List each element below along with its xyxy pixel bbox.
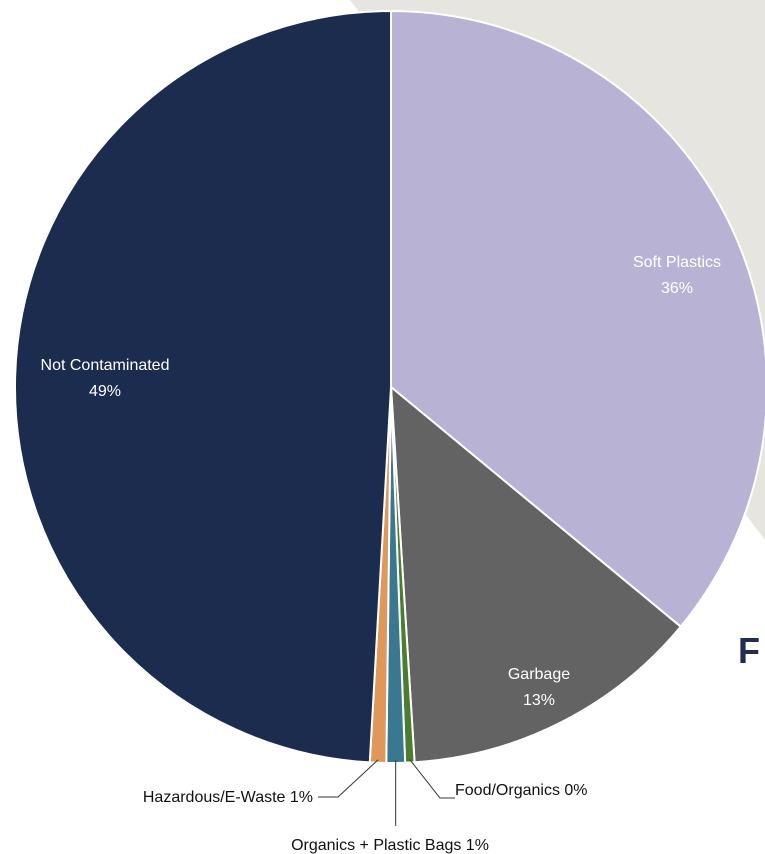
leader-line-food-organics xyxy=(409,759,455,799)
pie-slice-soft-plastics xyxy=(390,9,765,629)
leader-line-hazardous-e-waste xyxy=(318,759,379,798)
data-label-not-contaminated: Not Contaminated 49% xyxy=(41,357,170,400)
data-label-organics-plastic-bags: Organics + Plastic Bags 1% xyxy=(291,837,489,854)
edge-heading-fragment: F xyxy=(738,630,760,671)
data-label-soft-plastics: Soft Plastics 36% xyxy=(633,254,721,297)
data-label-hazardous-e-waste: Hazardous/E-Waste 1% xyxy=(143,789,313,806)
data-label-garbage: Garbage 13% xyxy=(508,666,570,709)
data-label-food-organics: Food/Organics 0% xyxy=(455,782,588,799)
pie-slice-garbage xyxy=(389,384,683,764)
pie-slice-not-contaminated xyxy=(14,9,392,764)
